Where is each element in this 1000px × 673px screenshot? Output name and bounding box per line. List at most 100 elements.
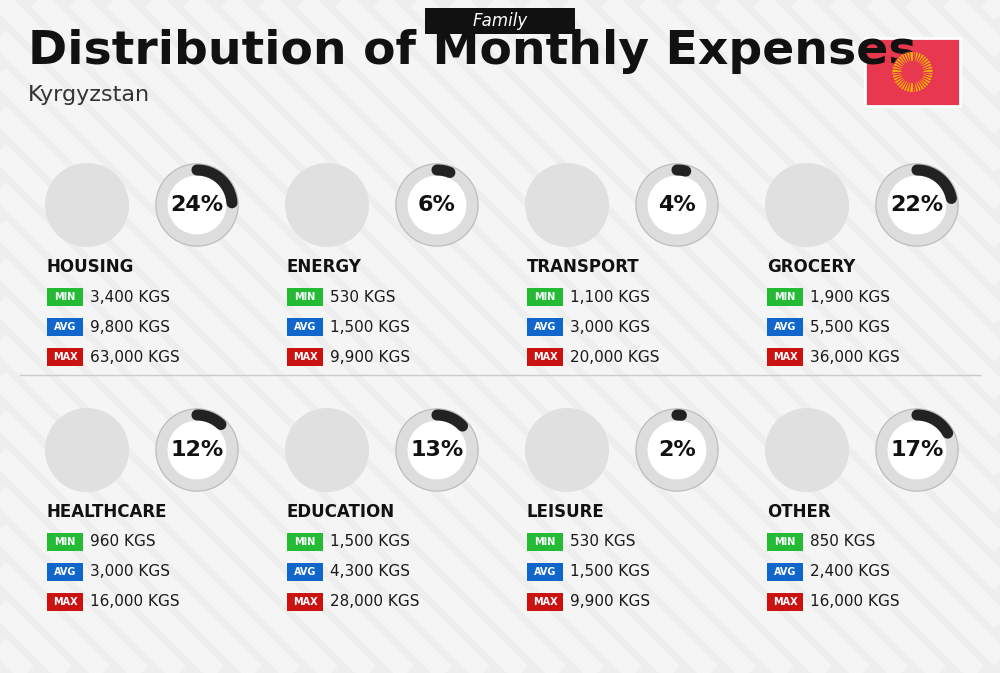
Text: 24%: 24% bbox=[170, 195, 224, 215]
Text: AVG: AVG bbox=[294, 567, 316, 577]
Circle shape bbox=[525, 163, 609, 247]
FancyBboxPatch shape bbox=[287, 563, 323, 581]
Text: 3,000 KGS: 3,000 KGS bbox=[570, 320, 650, 334]
FancyBboxPatch shape bbox=[527, 288, 563, 306]
FancyBboxPatch shape bbox=[767, 563, 803, 581]
Text: MAX: MAX bbox=[773, 597, 797, 607]
Circle shape bbox=[397, 410, 477, 490]
FancyBboxPatch shape bbox=[47, 348, 83, 366]
Text: MAX: MAX bbox=[293, 352, 317, 362]
Text: 22%: 22% bbox=[890, 195, 944, 215]
FancyBboxPatch shape bbox=[47, 563, 83, 581]
FancyBboxPatch shape bbox=[527, 593, 563, 611]
Text: 17%: 17% bbox=[890, 440, 944, 460]
Text: MAX: MAX bbox=[53, 352, 77, 362]
Text: 5,500 KGS: 5,500 KGS bbox=[810, 320, 890, 334]
Text: 13%: 13% bbox=[410, 440, 464, 460]
Text: MAX: MAX bbox=[533, 597, 557, 607]
FancyBboxPatch shape bbox=[767, 533, 803, 551]
FancyBboxPatch shape bbox=[287, 318, 323, 336]
Text: AVG: AVG bbox=[774, 567, 796, 577]
Text: AVG: AVG bbox=[774, 322, 796, 332]
FancyBboxPatch shape bbox=[767, 318, 803, 336]
Text: GROCERY: GROCERY bbox=[767, 258, 855, 276]
FancyBboxPatch shape bbox=[527, 533, 563, 551]
Text: MIN: MIN bbox=[534, 537, 556, 547]
Text: MIN: MIN bbox=[54, 292, 76, 302]
Text: OTHER: OTHER bbox=[767, 503, 831, 521]
Text: AVG: AVG bbox=[534, 322, 556, 332]
Text: 16,000 KGS: 16,000 KGS bbox=[810, 594, 900, 610]
FancyBboxPatch shape bbox=[527, 318, 563, 336]
FancyBboxPatch shape bbox=[287, 348, 323, 366]
Circle shape bbox=[877, 165, 957, 245]
Circle shape bbox=[285, 163, 369, 247]
Text: 4,300 KGS: 4,300 KGS bbox=[330, 565, 410, 579]
Circle shape bbox=[902, 61, 924, 83]
Text: 9,800 KGS: 9,800 KGS bbox=[90, 320, 170, 334]
Text: Distribution of Monthly Expenses: Distribution of Monthly Expenses bbox=[28, 30, 916, 75]
Circle shape bbox=[45, 163, 129, 247]
Circle shape bbox=[765, 408, 849, 492]
FancyBboxPatch shape bbox=[425, 8, 575, 34]
Circle shape bbox=[637, 410, 717, 490]
Text: AVG: AVG bbox=[294, 322, 316, 332]
Text: 960 KGS: 960 KGS bbox=[90, 534, 156, 549]
Text: 1,100 KGS: 1,100 KGS bbox=[570, 289, 650, 304]
Text: AVG: AVG bbox=[54, 567, 76, 577]
Text: 1,500 KGS: 1,500 KGS bbox=[330, 534, 410, 549]
Text: MIN: MIN bbox=[54, 537, 76, 547]
Text: 1,500 KGS: 1,500 KGS bbox=[330, 320, 410, 334]
Text: AVG: AVG bbox=[534, 567, 556, 577]
FancyBboxPatch shape bbox=[287, 288, 323, 306]
Text: MAX: MAX bbox=[533, 352, 557, 362]
FancyBboxPatch shape bbox=[767, 348, 803, 366]
Text: 1,500 KGS: 1,500 KGS bbox=[570, 565, 650, 579]
Text: 2,400 KGS: 2,400 KGS bbox=[810, 565, 890, 579]
FancyBboxPatch shape bbox=[527, 348, 563, 366]
Text: HEALTHCARE: HEALTHCARE bbox=[47, 503, 168, 521]
FancyBboxPatch shape bbox=[47, 533, 83, 551]
Text: MIN: MIN bbox=[294, 537, 316, 547]
Text: 20,000 KGS: 20,000 KGS bbox=[570, 349, 660, 365]
FancyBboxPatch shape bbox=[47, 593, 83, 611]
FancyBboxPatch shape bbox=[47, 318, 83, 336]
Text: 2%: 2% bbox=[658, 440, 696, 460]
Circle shape bbox=[157, 410, 237, 490]
Text: 28,000 KGS: 28,000 KGS bbox=[330, 594, 420, 610]
Text: 12%: 12% bbox=[170, 440, 224, 460]
FancyBboxPatch shape bbox=[527, 563, 563, 581]
Text: 36,000 KGS: 36,000 KGS bbox=[810, 349, 900, 365]
FancyBboxPatch shape bbox=[47, 288, 83, 306]
Circle shape bbox=[637, 165, 717, 245]
Text: LEISURE: LEISURE bbox=[527, 503, 605, 521]
Circle shape bbox=[525, 408, 609, 492]
Text: 63,000 KGS: 63,000 KGS bbox=[90, 349, 180, 365]
Text: 3,000 KGS: 3,000 KGS bbox=[90, 565, 170, 579]
FancyBboxPatch shape bbox=[287, 533, 323, 551]
Text: MAX: MAX bbox=[293, 597, 317, 607]
FancyBboxPatch shape bbox=[767, 288, 803, 306]
Text: 850 KGS: 850 KGS bbox=[810, 534, 875, 549]
Text: ENERGY: ENERGY bbox=[287, 258, 362, 276]
Circle shape bbox=[397, 165, 477, 245]
Text: MAX: MAX bbox=[53, 597, 77, 607]
Text: 4%: 4% bbox=[658, 195, 696, 215]
Text: 16,000 KGS: 16,000 KGS bbox=[90, 594, 180, 610]
Text: 9,900 KGS: 9,900 KGS bbox=[570, 594, 650, 610]
Text: MIN: MIN bbox=[534, 292, 556, 302]
Text: 9,900 KGS: 9,900 KGS bbox=[330, 349, 410, 365]
Text: MIN: MIN bbox=[774, 537, 796, 547]
FancyBboxPatch shape bbox=[767, 593, 803, 611]
Text: 3,400 KGS: 3,400 KGS bbox=[90, 289, 170, 304]
Text: 6%: 6% bbox=[418, 195, 456, 215]
Text: Family: Family bbox=[472, 12, 528, 30]
Text: Kyrgyzstan: Kyrgyzstan bbox=[28, 85, 150, 105]
Text: HOUSING: HOUSING bbox=[47, 258, 134, 276]
Text: AVG: AVG bbox=[54, 322, 76, 332]
Circle shape bbox=[285, 408, 369, 492]
FancyBboxPatch shape bbox=[865, 38, 960, 106]
Text: MIN: MIN bbox=[774, 292, 796, 302]
Circle shape bbox=[45, 408, 129, 492]
FancyBboxPatch shape bbox=[287, 593, 323, 611]
